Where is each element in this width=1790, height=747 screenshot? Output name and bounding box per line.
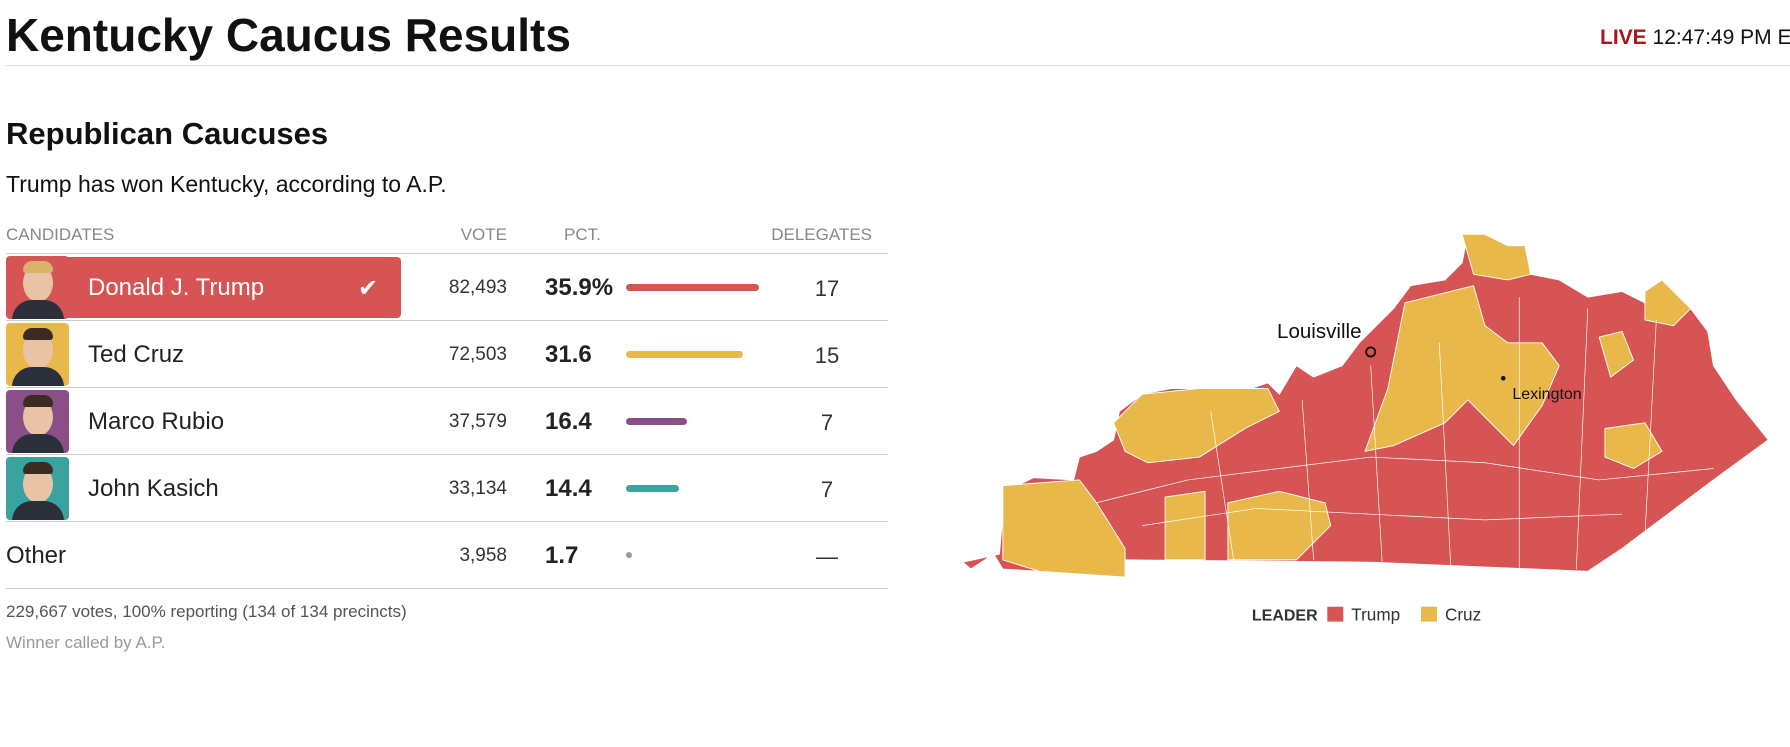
photo-suit	[12, 433, 64, 453]
county-map: Louisville Lexington LEADER Trump Cruz	[962, 233, 1769, 624]
legend-label: Trump	[1351, 604, 1400, 624]
vote-pct: 35.9%	[545, 273, 614, 301]
vote-count: 33,134	[448, 477, 507, 499]
vote-pct: 1.7	[545, 541, 579, 569]
live-label: LIVE	[1600, 26, 1647, 49]
page-title: Kentucky Caucus Results	[6, 9, 571, 61]
photo-suit	[12, 366, 64, 386]
pct-bar	[626, 552, 633, 559]
vote-pct: 16.4	[545, 407, 592, 435]
delegates: 17	[814, 275, 840, 301]
column-header: PCT.	[564, 225, 601, 244]
delegates: 7	[820, 409, 834, 435]
legend-label: Cruz	[1445, 604, 1481, 624]
legend: LEADER Trump Cruz	[1252, 604, 1481, 624]
timestamp: 12:47:49 PM ET	[1652, 26, 1790, 49]
delegates: 15	[814, 342, 840, 368]
legend-title: LEADER	[1252, 607, 1318, 624]
photo-suit	[12, 299, 64, 319]
candidate-photo	[6, 389, 69, 453]
candidate-photo	[6, 322, 69, 386]
delegates: 7	[820, 476, 834, 502]
pct-bar	[626, 284, 759, 291]
result-row	[6, 522, 888, 589]
cruz-counties	[1002, 233, 1692, 578]
pct-bar	[626, 351, 743, 358]
candidate-name: Donald J. Trump	[88, 273, 265, 301]
photo-hair	[23, 461, 53, 474]
divider	[6, 253, 888, 254]
candidate-name: Ted Cruz	[88, 340, 185, 368]
winner-check: ✔	[358, 274, 379, 302]
city-marker	[1500, 375, 1506, 381]
result-row	[6, 321, 888, 388]
county-lines	[1096, 297, 1714, 570]
live-status: LIVE 12:47:49 PM ET	[1600, 26, 1790, 50]
vote-count: 37,579	[448, 410, 507, 432]
vote-pct: 14.4	[545, 474, 592, 502]
divider	[6, 65, 1790, 66]
candidate-name: Marco Rubio	[88, 407, 225, 435]
winner-highlight	[6, 257, 401, 318]
result-row	[6, 388, 888, 455]
pct-bar	[626, 418, 687, 425]
candidate-name: John Kasich	[88, 474, 219, 502]
column-header: VOTE	[460, 225, 507, 244]
vote-count: 82,493	[448, 276, 507, 298]
race-title: Republican Caucuses	[6, 116, 329, 151]
summary: Trump has won Kentucky, according to A.P…	[6, 171, 447, 197]
legend-swatch	[1420, 606, 1437, 622]
pct-bar	[626, 485, 680, 492]
footer-note: Winner called by A.P.	[6, 633, 166, 652]
vote-count: 72,503	[448, 343, 507, 365]
candidate-name: Other	[6, 541, 67, 569]
photo-hair	[23, 327, 53, 340]
footer-note: 229,667 votes, 100% reporting (134 of 13…	[6, 602, 407, 621]
vote-pct: 31.6	[545, 340, 592, 368]
city-label: Louisville	[1277, 320, 1362, 343]
photo-suit	[12, 500, 64, 520]
city-label: Lexington	[1512, 386, 1581, 403]
candidate-photo	[6, 456, 69, 520]
photo-hair	[23, 394, 53, 407]
result-row	[6, 455, 888, 522]
photo-hair	[23, 260, 53, 273]
vote-count: 3,958	[459, 544, 507, 566]
delegates: —	[816, 543, 838, 569]
column-header: DELEGATES	[771, 225, 872, 244]
legend-swatch	[1327, 606, 1344, 622]
column-header: CANDIDATES	[6, 225, 115, 244]
result-row	[6, 254, 888, 321]
city-marker	[1365, 346, 1377, 358]
candidate-photo	[6, 255, 69, 319]
